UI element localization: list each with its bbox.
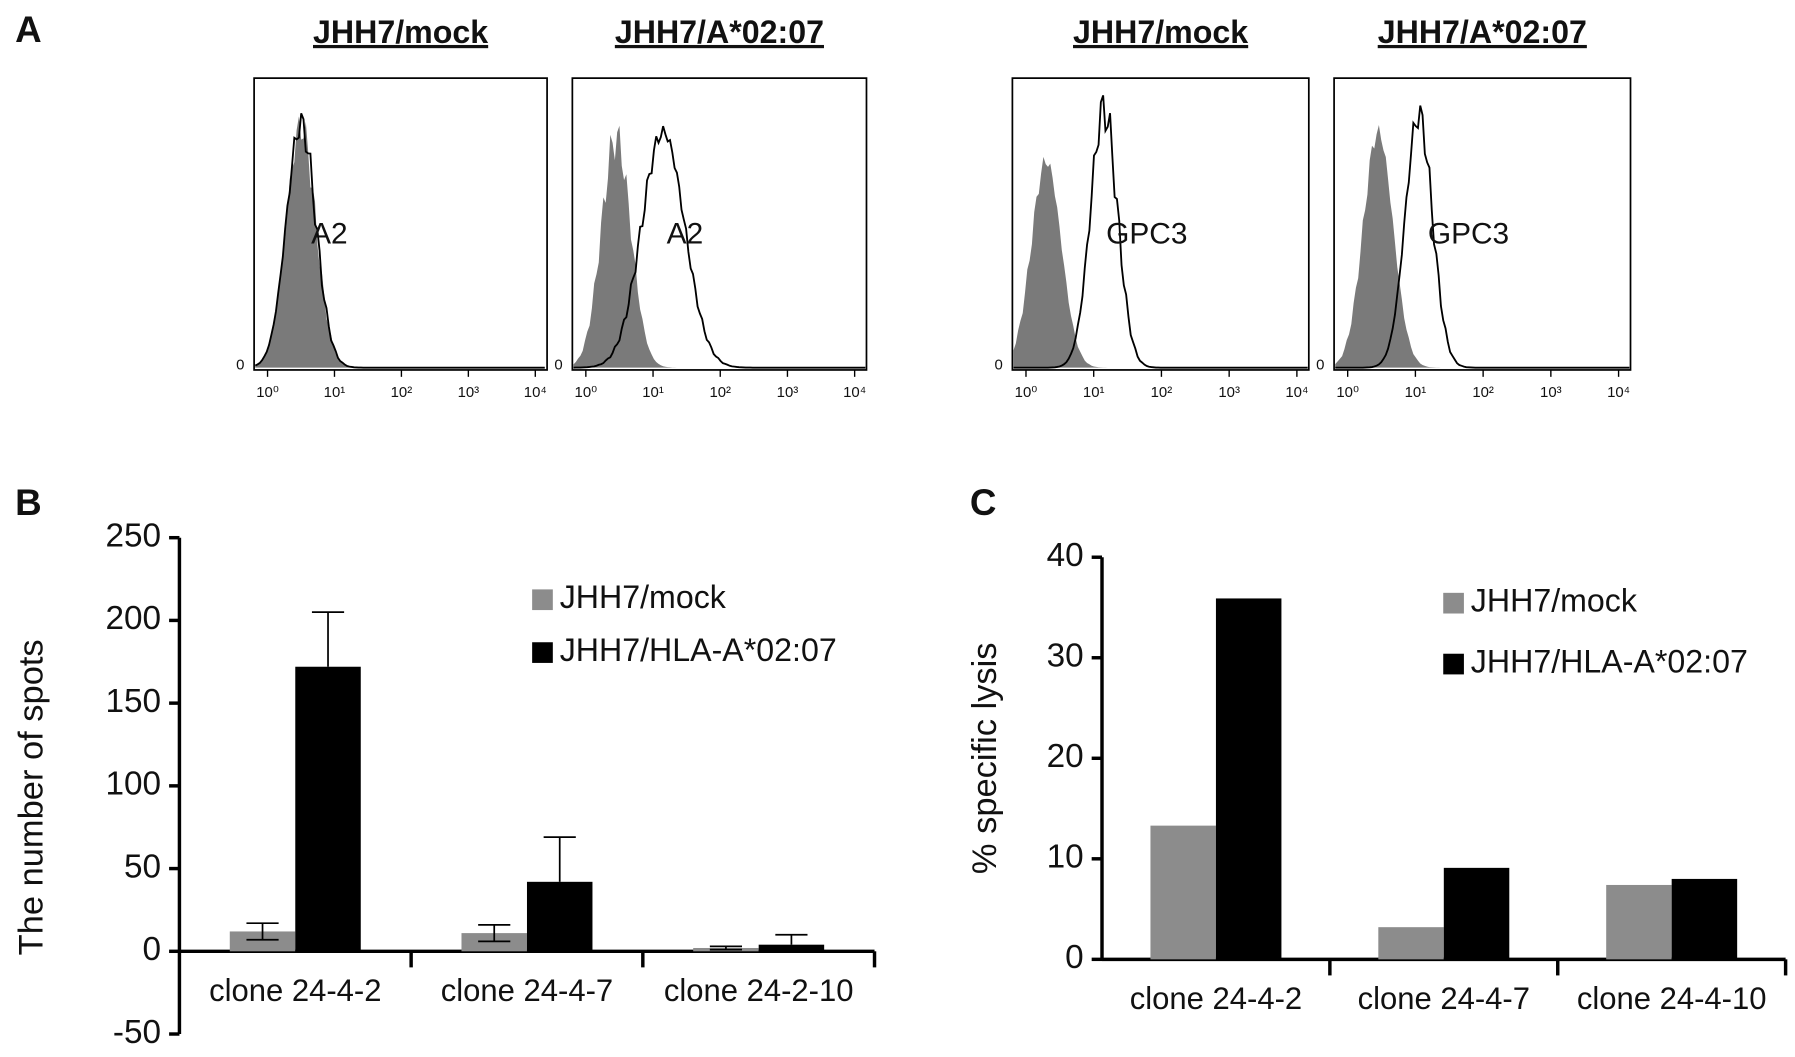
stained-histogram bbox=[254, 112, 545, 369]
bar bbox=[1378, 927, 1444, 960]
x-tick-label: 10³ bbox=[458, 384, 480, 401]
error-bar bbox=[775, 933, 808, 945]
x-tick-label: 10² bbox=[709, 384, 731, 401]
y-tick-label: -50 bbox=[113, 1014, 161, 1051]
legend-swatch bbox=[1443, 592, 1464, 614]
histogram-title: JHH7/mock bbox=[313, 14, 488, 50]
histogram-frame bbox=[253, 77, 548, 371]
stained-histogram bbox=[573, 125, 866, 369]
x-tick-label: clone 24-4-7 bbox=[441, 973, 613, 1008]
histogram-frame bbox=[571, 77, 868, 371]
y-tick-label: 100 bbox=[105, 766, 161, 803]
control-histogram bbox=[255, 116, 546, 368]
bar bbox=[1215, 598, 1282, 960]
bar bbox=[758, 944, 825, 952]
x-tick-label: clone 24-4-2 bbox=[1130, 981, 1302, 1016]
y-tick-label: 200 bbox=[105, 600, 161, 637]
x-tick-label: 10⁴ bbox=[1607, 384, 1630, 401]
legend-label: JHH7/mock bbox=[1471, 583, 1638, 619]
x-tick-label: 10⁰ bbox=[256, 384, 279, 401]
x-tick-label: 10³ bbox=[1218, 384, 1240, 401]
legend-label: JHH7/HLA-A*02:07 bbox=[560, 632, 837, 668]
legend-label: JHH7/mock bbox=[560, 579, 727, 615]
x-tick-label: 10³ bbox=[777, 384, 799, 401]
x-tick-label: 10⁴ bbox=[1285, 384, 1308, 401]
histogram-frame bbox=[1333, 77, 1632, 371]
x-tick-label: 10¹ bbox=[1405, 384, 1427, 401]
histogram-label: A2 bbox=[311, 217, 348, 250]
y-tick-label: 30 bbox=[1047, 638, 1084, 675]
x-tick-label: 10⁴ bbox=[843, 384, 866, 401]
y-tick-label: 50 bbox=[124, 848, 161, 885]
error-bar bbox=[311, 611, 345, 667]
x-tick-label: clone 24-4-10 bbox=[1577, 981, 1767, 1016]
control-histogram bbox=[573, 125, 866, 368]
histogram-frame bbox=[1011, 77, 1310, 371]
bar bbox=[526, 881, 593, 952]
histogram-label: GPC3 bbox=[1106, 217, 1187, 250]
error-bar bbox=[709, 945, 743, 951]
legend-swatch bbox=[532, 642, 553, 663]
y-tick-label: 40 bbox=[1047, 537, 1084, 574]
y-tick-label: 0 bbox=[994, 356, 1002, 373]
bar bbox=[295, 666, 361, 952]
y-tick-label: 20 bbox=[1047, 738, 1084, 775]
y-tick-label: 0 bbox=[143, 931, 162, 968]
error-bar bbox=[246, 922, 279, 941]
y-axis-label: % specific lysis bbox=[966, 642, 1004, 874]
bar bbox=[1606, 884, 1672, 960]
x-tick-label: 10¹ bbox=[1083, 384, 1105, 401]
legend-swatch bbox=[532, 589, 553, 611]
y-tick-label: 250 bbox=[105, 517, 161, 554]
histogram-label: GPC3 bbox=[1428, 217, 1509, 250]
histogram-title: JHH7/A*02:07 bbox=[1378, 14, 1587, 50]
x-tick-label: 10¹ bbox=[324, 384, 346, 401]
y-tick-label: 10 bbox=[1047, 839, 1084, 876]
y-tick-label: 0 bbox=[236, 356, 244, 373]
panel-label: C bbox=[970, 482, 997, 523]
x-tick-label: 10¹ bbox=[642, 384, 664, 401]
histogram-label: A2 bbox=[667, 217, 704, 250]
x-tick-label: 10² bbox=[1151, 384, 1173, 401]
x-tick-label: 10⁰ bbox=[575, 384, 598, 401]
x-tick-label: 10³ bbox=[1540, 384, 1562, 401]
control-histogram bbox=[1335, 125, 1630, 368]
error-bar bbox=[543, 836, 576, 882]
panel-label: A bbox=[15, 9, 42, 50]
control-histogram bbox=[1013, 156, 1308, 368]
x-tick-label: 10² bbox=[1472, 384, 1494, 401]
bar bbox=[1671, 878, 1738, 960]
bar bbox=[229, 931, 296, 952]
x-tick-label: clone 24-2-10 bbox=[664, 973, 854, 1008]
y-tick-label: 0 bbox=[1065, 939, 1084, 976]
y-tick-label: 150 bbox=[105, 683, 161, 720]
error-bar bbox=[478, 923, 511, 943]
stained-histogram bbox=[1013, 95, 1308, 369]
y-axis-label: The number of spots bbox=[13, 639, 51, 955]
y-tick-label: 0 bbox=[1316, 356, 1324, 373]
bar bbox=[1150, 825, 1216, 960]
x-tick-label: clone 24-4-2 bbox=[209, 973, 381, 1008]
stained-histogram bbox=[1335, 105, 1630, 369]
panel-label: B bbox=[15, 482, 42, 523]
x-tick-label: 10⁴ bbox=[524, 384, 547, 401]
x-tick-label: 10² bbox=[391, 384, 413, 401]
legend-label: JHH7/HLA-A*02:07 bbox=[1471, 644, 1748, 680]
x-tick-label: clone 24-4-7 bbox=[1358, 981, 1530, 1016]
y-tick-label: 0 bbox=[554, 356, 562, 373]
legend-swatch bbox=[1443, 653, 1464, 675]
bar bbox=[1443, 867, 1510, 960]
histogram-title: JHH7/A*02:07 bbox=[615, 14, 824, 50]
histogram-title: JHH7/mock bbox=[1073, 14, 1248, 50]
x-tick-label: 10⁰ bbox=[1015, 384, 1038, 401]
x-tick-label: 10⁰ bbox=[1336, 384, 1359, 401]
